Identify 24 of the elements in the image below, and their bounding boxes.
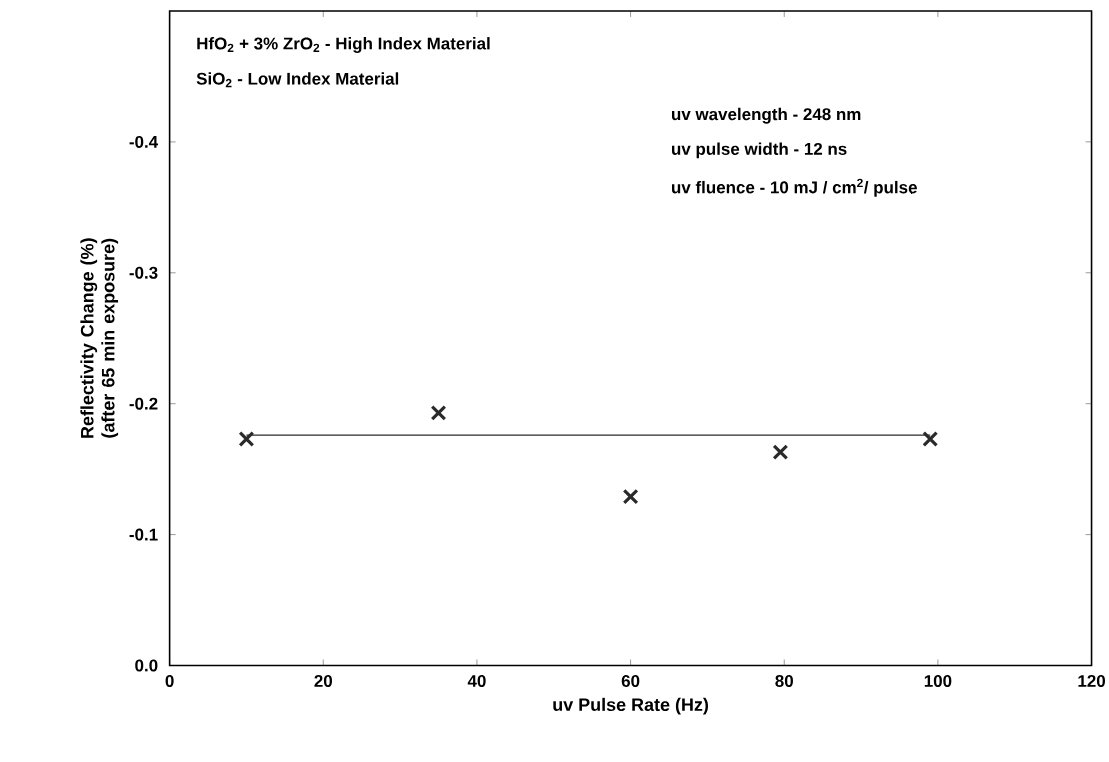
- y-axis-title: Reflectivity Change (%) (after 65 min exposure): [80, 238, 119, 438]
- x-tick-label: 100: [924, 674, 952, 687]
- y-tick-label: -0.4: [129, 135, 159, 148]
- y-tick-label: -0.3: [129, 266, 158, 279]
- x-tick-label: 80: [775, 674, 793, 687]
- annotation: uv fluence - 10 mJ / cm$^{2}$/ pulse: [672, 178, 917, 197]
- point: [430, 404, 447, 421]
- point: [922, 430, 939, 447]
- y-tick-label: -0.2: [129, 397, 158, 410]
- annotation: HfO$_{2}$ + 3% ZrO$_{2}$ - High Index Material: [197, 36, 490, 53]
- point: [622, 488, 639, 505]
- y-tick-label: 0.0: [135, 659, 158, 672]
- point: [772, 444, 789, 460]
- x-tick-label: 20: [314, 674, 332, 687]
- x-tick-label: 0: [165, 674, 174, 687]
- annotation: uv wavelength - 248 nm: [672, 107, 861, 124]
- annotation: SiO$_{2}$ - Low Index Material: [196, 72, 399, 87]
- annotation: uv pulse width - 12 ns: [672, 142, 847, 159]
- x-axis-title: uv Pulse Rate (Hz): [553, 697, 709, 715]
- x-tick-label: 120: [1078, 674, 1105, 687]
- x-tick-label: 60: [621, 674, 640, 687]
- point: [238, 430, 255, 447]
- y-tick-label: -0.1: [129, 528, 158, 541]
- x-tick-label: 40: [467, 674, 486, 687]
